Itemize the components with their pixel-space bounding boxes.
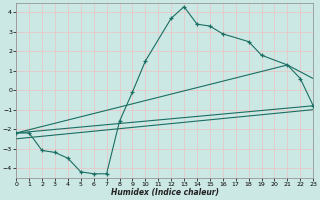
X-axis label: Humidex (Indice chaleur): Humidex (Indice chaleur) [111, 188, 219, 197]
